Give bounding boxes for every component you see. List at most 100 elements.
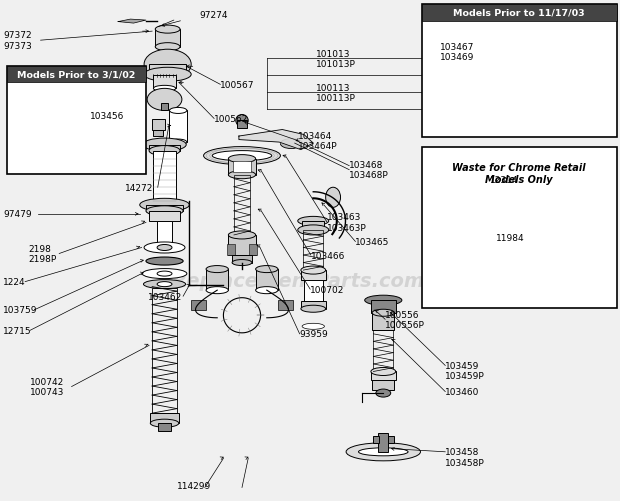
Ellipse shape <box>280 139 303 149</box>
FancyBboxPatch shape <box>422 148 617 308</box>
FancyBboxPatch shape <box>451 88 479 99</box>
FancyBboxPatch shape <box>169 111 187 143</box>
Ellipse shape <box>346 443 420 461</box>
Ellipse shape <box>228 231 255 239</box>
FancyBboxPatch shape <box>149 145 180 151</box>
Text: 12314: 12314 <box>490 176 518 185</box>
Ellipse shape <box>228 171 255 179</box>
Ellipse shape <box>147 89 182 111</box>
Ellipse shape <box>232 260 252 266</box>
FancyBboxPatch shape <box>372 313 394 331</box>
Ellipse shape <box>301 267 326 275</box>
FancyBboxPatch shape <box>7 67 146 83</box>
Ellipse shape <box>302 324 324 330</box>
Text: 103456: 103456 <box>90 112 125 121</box>
Ellipse shape <box>487 30 518 40</box>
Text: 100742
100743: 100742 100743 <box>30 377 64 396</box>
Ellipse shape <box>157 282 172 287</box>
Ellipse shape <box>142 269 187 279</box>
Text: 97372
97373: 97372 97373 <box>4 32 32 51</box>
FancyBboxPatch shape <box>149 65 186 75</box>
FancyBboxPatch shape <box>149 211 180 222</box>
Ellipse shape <box>157 245 172 251</box>
Text: eReplacementParts.com: eReplacementParts.com <box>159 271 424 290</box>
Ellipse shape <box>255 266 278 273</box>
FancyBboxPatch shape <box>372 380 394 390</box>
Ellipse shape <box>326 188 340 208</box>
Ellipse shape <box>372 310 394 317</box>
FancyBboxPatch shape <box>520 89 544 103</box>
FancyBboxPatch shape <box>249 244 257 256</box>
FancyBboxPatch shape <box>304 281 322 302</box>
Polygon shape <box>118 20 146 24</box>
Ellipse shape <box>37 83 68 91</box>
Ellipse shape <box>157 272 172 277</box>
Ellipse shape <box>144 68 191 82</box>
FancyBboxPatch shape <box>237 121 247 128</box>
FancyBboxPatch shape <box>255 270 278 291</box>
Ellipse shape <box>144 50 191 80</box>
Text: 2198
2198P: 2198 2198P <box>29 244 56 264</box>
Text: 103464
103464P: 103464 103464P <box>298 132 337 151</box>
Ellipse shape <box>155 26 180 34</box>
FancyBboxPatch shape <box>302 221 324 230</box>
Ellipse shape <box>43 157 62 164</box>
Ellipse shape <box>140 199 189 212</box>
Text: 100567: 100567 <box>220 81 255 90</box>
Ellipse shape <box>169 140 187 146</box>
Text: 103458
103458P: 103458 103458P <box>445 447 485 466</box>
FancyBboxPatch shape <box>388 436 394 443</box>
FancyBboxPatch shape <box>232 256 252 263</box>
Text: 114299: 114299 <box>177 481 211 490</box>
Ellipse shape <box>143 139 186 152</box>
Text: 103467
103469: 103467 103469 <box>440 43 475 62</box>
Ellipse shape <box>206 266 228 273</box>
Text: 103460: 103460 <box>445 387 480 396</box>
Ellipse shape <box>236 115 248 127</box>
FancyBboxPatch shape <box>301 271 326 281</box>
Ellipse shape <box>34 95 71 105</box>
FancyBboxPatch shape <box>37 102 68 140</box>
FancyBboxPatch shape <box>7 67 146 174</box>
FancyBboxPatch shape <box>371 372 396 380</box>
Text: 103466: 103466 <box>311 251 345 260</box>
FancyBboxPatch shape <box>373 436 379 443</box>
FancyBboxPatch shape <box>494 35 511 55</box>
FancyBboxPatch shape <box>233 161 250 173</box>
Text: 97479: 97479 <box>4 210 32 219</box>
FancyBboxPatch shape <box>158 423 170 431</box>
Text: Waste for Chrome Retail
Models Only: Waste for Chrome Retail Models Only <box>453 163 586 184</box>
Ellipse shape <box>365 296 402 306</box>
Ellipse shape <box>146 206 183 216</box>
FancyBboxPatch shape <box>422 5 617 138</box>
Ellipse shape <box>42 97 64 103</box>
Text: 100113
100113P: 100113 100113P <box>316 84 356 103</box>
Text: 100562: 100562 <box>214 115 249 124</box>
Text: 97274: 97274 <box>200 11 228 20</box>
Ellipse shape <box>457 169 479 176</box>
Ellipse shape <box>450 170 487 180</box>
Text: 103462: 103462 <box>148 292 182 301</box>
FancyBboxPatch shape <box>228 235 255 256</box>
Ellipse shape <box>450 266 487 276</box>
Ellipse shape <box>376 389 391 397</box>
Ellipse shape <box>298 217 329 226</box>
Text: 103465: 103465 <box>355 237 390 246</box>
Ellipse shape <box>212 151 272 161</box>
FancyBboxPatch shape <box>461 173 476 203</box>
Ellipse shape <box>153 86 175 92</box>
FancyBboxPatch shape <box>155 30 180 48</box>
FancyBboxPatch shape <box>301 302 326 309</box>
Text: 100556
100556P: 100556 100556P <box>385 310 425 329</box>
FancyBboxPatch shape <box>227 244 234 256</box>
Ellipse shape <box>150 419 179 427</box>
FancyBboxPatch shape <box>228 159 255 175</box>
Ellipse shape <box>143 280 185 289</box>
Text: 103459
103459P: 103459 103459P <box>445 361 485 380</box>
Ellipse shape <box>30 80 76 94</box>
FancyBboxPatch shape <box>422 5 617 22</box>
Ellipse shape <box>371 368 396 376</box>
FancyBboxPatch shape <box>278 301 293 311</box>
Ellipse shape <box>358 448 408 456</box>
FancyBboxPatch shape <box>457 238 479 248</box>
